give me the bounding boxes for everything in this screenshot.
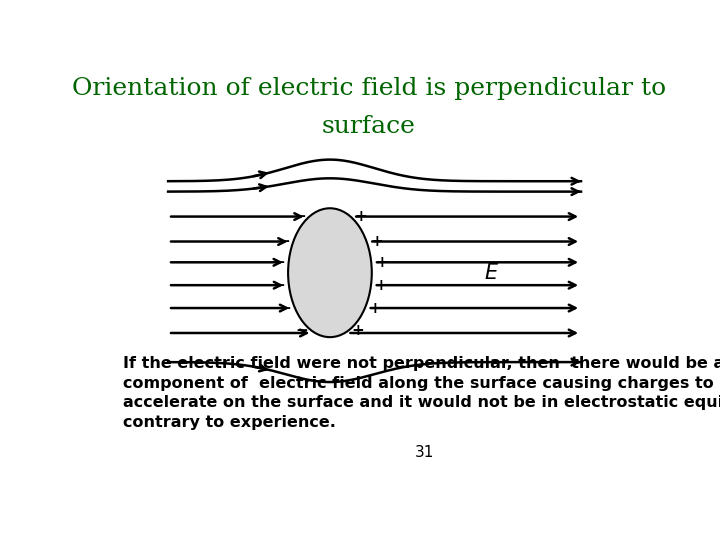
Text: +: + (351, 323, 364, 339)
Text: −: − (272, 255, 285, 270)
Text: Orientation of electric field is perpendicular to: Orientation of electric field is perpend… (72, 77, 666, 100)
Text: +: + (370, 234, 383, 249)
Text: 31: 31 (415, 445, 434, 460)
Text: +: + (369, 301, 382, 315)
Text: −: − (277, 234, 289, 249)
Text: If the electric field were not perpendicular, then  there would be a
component o: If the electric field were not perpendic… (124, 356, 720, 430)
Text: −: − (296, 323, 308, 339)
Text: +: + (374, 278, 387, 293)
Text: +: + (354, 209, 367, 224)
Text: $E$: $E$ (484, 262, 500, 283)
Text: −: − (272, 278, 285, 293)
Text: +: + (375, 255, 387, 270)
Text: surface: surface (322, 114, 416, 138)
Text: −: − (279, 301, 292, 315)
Ellipse shape (288, 208, 372, 337)
Text: −: − (293, 209, 306, 224)
